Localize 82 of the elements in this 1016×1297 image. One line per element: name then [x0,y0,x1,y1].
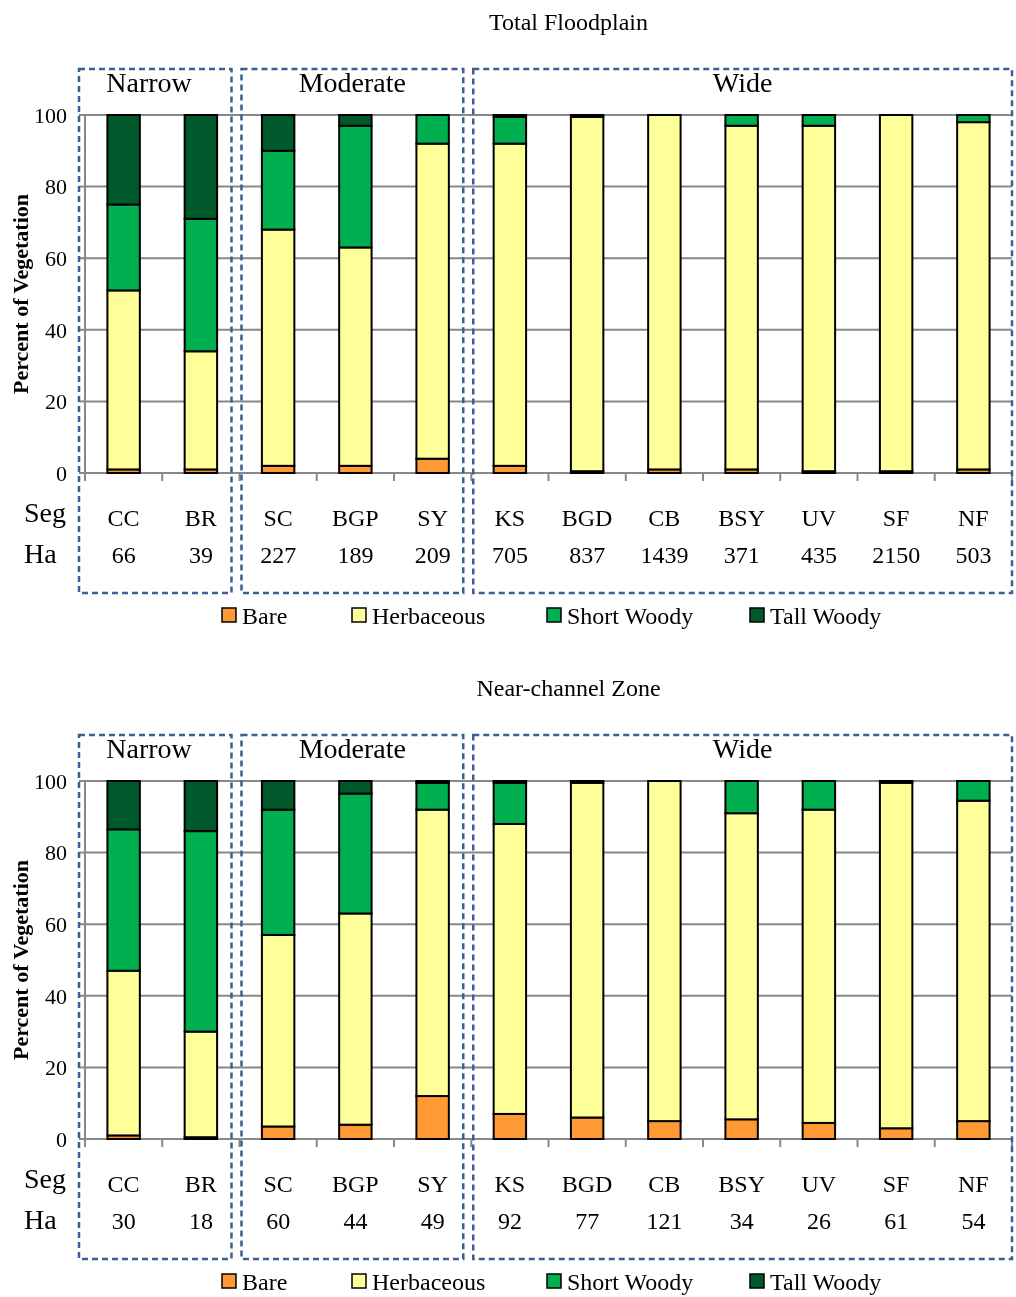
x-tick-label: SY [417,1171,448,1197]
y-tick-label: 40 [45,317,67,343]
y-axis-title: Percent of Vegetation [8,194,33,394]
text: 503 [955,542,992,568]
x-tick-label: SY [417,505,448,531]
x-tick-label: SF [882,1171,910,1197]
x-tick-label: BGP [332,1171,379,1197]
x-tick-label: UV [801,505,837,531]
legend-label: Short Woody [567,1269,694,1296]
x-tick-label: BSY [718,505,765,531]
y-tick-label: 80 [45,174,67,200]
text: 34 [729,1208,754,1234]
y-tick-label: 60 [45,245,67,271]
x-tick-label: KS [494,505,526,531]
y-tick-label: 100 [34,768,67,794]
x-tick-label: BR [184,1171,217,1197]
text: 705 [491,542,528,568]
text: 39 [188,542,213,568]
x-tick-label: NF [958,1171,989,1197]
y-tick-label: 0 [56,460,67,486]
legend-label: Tall Woody [770,1269,882,1296]
legend-label: Bare [242,603,288,630]
chart-title: Near-channel Zone [476,675,661,701]
x-tick-label: BR [184,505,217,531]
text: 2150 [872,542,921,568]
text: 44 [343,1208,368,1234]
text: 61 [884,1208,909,1234]
text: Ha [24,1204,58,1235]
text: 18 [188,1208,213,1234]
chart-title: Total Floodplain [489,9,648,35]
x-tick-label: KS [494,1171,526,1197]
x-tick-label: CC [107,505,140,531]
text: 209 [414,542,451,568]
x-tick-label: CC [107,1171,140,1197]
legend-label: Herbaceous [372,1269,486,1296]
text: Wide [712,67,773,98]
legend-label: Short Woody [567,603,694,630]
text: Seg [24,497,66,528]
text: Narrow [106,733,193,764]
x-tick-label: BSY [718,1171,765,1197]
y-axis-title: Percent of Vegetation [8,860,33,1060]
x-tick-label: BGD [561,505,613,531]
y-tick-label: 20 [45,389,67,415]
text: 26 [806,1208,831,1234]
text: 60 [266,1208,291,1234]
y-tick-label: 80 [45,840,67,866]
text: 66 [111,542,136,568]
x-tick-label: BGP [332,505,379,531]
text: Ha [24,538,58,569]
x-tick-label: NF [958,505,989,531]
text: Narrow [106,67,193,98]
y-tick-label: 20 [45,1055,67,1081]
text: 435 [800,542,837,568]
text: Wide [712,733,773,764]
y-tick-label: 40 [45,983,67,1009]
legend-label: Tall Woody [770,603,882,630]
x-tick-label: UV [801,1171,837,1197]
text: 371 [723,542,760,568]
text: 30 [111,1208,136,1234]
x-tick-label: SC [263,505,293,531]
text: Moderate [298,67,407,98]
text: Moderate [298,733,407,764]
y-tick-label: 100 [34,102,67,128]
text: 49 [420,1208,445,1234]
text: 189 [337,542,374,568]
text: 1439 [640,542,689,568]
text: Seg [24,1163,66,1194]
legend-label: Herbaceous [372,603,486,630]
text: 227 [260,542,297,568]
text: 92 [497,1208,522,1234]
text: 121 [646,1208,683,1234]
y-tick-label: 60 [45,911,67,937]
x-tick-label: SC [263,1171,293,1197]
x-tick-label: BGD [561,1171,613,1197]
y-tick-label: 0 [56,1126,67,1152]
x-tick-label: SF [882,505,910,531]
text: 837 [569,542,606,568]
x-tick-label: CB [648,505,681,531]
text: 77 [575,1208,600,1234]
x-tick-label: CB [648,1171,681,1197]
legend-label: Bare [242,1269,288,1296]
text: 54 [961,1208,986,1234]
